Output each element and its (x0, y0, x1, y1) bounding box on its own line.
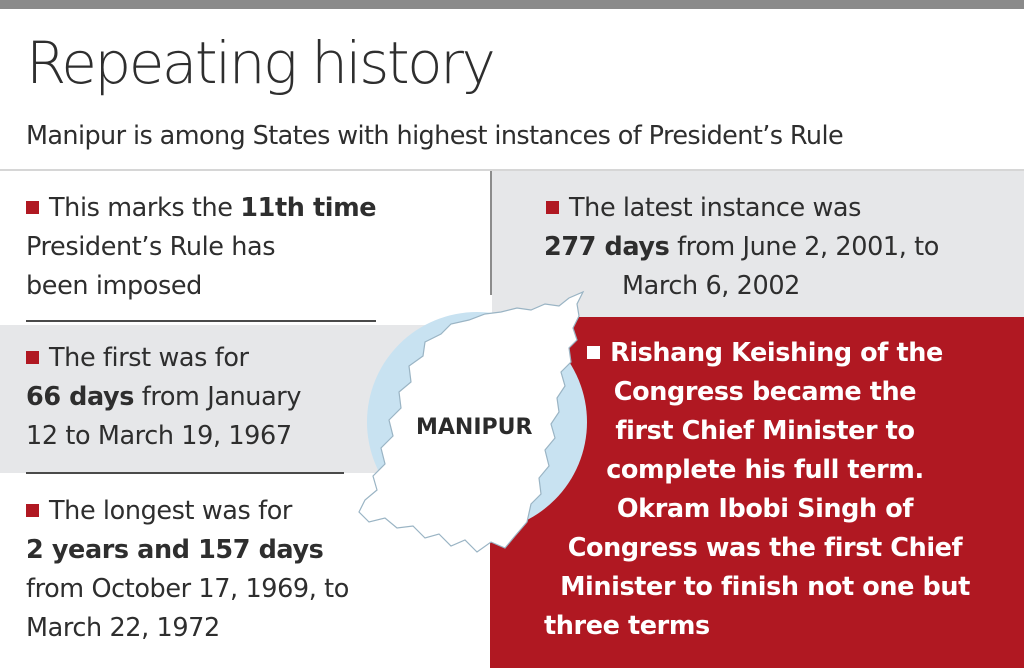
fact-text: The first was for (49, 343, 249, 373)
fact-text: March 6, 2002 (622, 271, 800, 301)
fact-highlight: 11th time (240, 193, 377, 223)
bullet-icon (587, 346, 601, 359)
fact-text: Congress was the first Chief (567, 533, 963, 563)
fact-text: Okram Ibobi Singh of (616, 494, 914, 524)
bullet-icon (546, 201, 559, 214)
fact-chief-ministers: Rishang Keishing of the Congress became … (530, 334, 1000, 646)
fact-text: from June 2, 2001, to (669, 232, 939, 262)
fact-text: Congress became the (613, 377, 917, 407)
fact-text: The longest was for (49, 496, 292, 526)
fact-text: The latest instance was (569, 193, 862, 223)
page-title: Repeating history (26, 29, 496, 97)
header-divider (0, 169, 1024, 171)
manipur-outline (358, 290, 585, 553)
fact-highlight: 277 days (544, 232, 670, 262)
fact-text: Minister to finish not one but (560, 572, 970, 602)
fact-text: three terms (544, 611, 710, 641)
section-rule (26, 472, 344, 474)
fact-first-instance: The first was for 66 days from January 1… (26, 339, 301, 456)
fact-text: from January (134, 382, 302, 412)
page-subtitle: Manipur is among States with highest ins… (26, 121, 844, 151)
fact-text: 12 to March 19, 1967 (26, 421, 292, 451)
fact-highlight: 2 years and 157 days (26, 535, 324, 565)
fact-longest-instance: The longest was for 2 years and 157 days… (26, 492, 349, 648)
fact-latest-instance: The latest instance was 277 days from Ju… (544, 189, 939, 306)
bullet-icon (26, 201, 39, 214)
chief-minister-panel (490, 317, 1024, 668)
fact-text: This marks the (49, 193, 241, 223)
section-rule (26, 320, 376, 322)
fact-text: complete his full term. (606, 455, 924, 485)
bullet-icon (26, 504, 39, 517)
fact-text: March 22, 1972 (26, 613, 220, 643)
top-bar (0, 0, 1024, 9)
fact-text: from October 17, 1969, to (26, 574, 349, 604)
fact-highlight: 66 days (26, 382, 135, 412)
column-divider (490, 171, 492, 295)
fact-text: first Chief Minister to (615, 416, 915, 446)
fact-text: Rishang Keishing of the (610, 338, 943, 368)
fact-text: President’s Rule has (26, 232, 276, 262)
manipur-map (358, 290, 587, 553)
fact-text: been imposed (26, 271, 202, 301)
fact-eleventh-time: This marks the 11th time President’s Rul… (26, 189, 377, 306)
map-label: MANIPUR (416, 415, 533, 440)
bullet-icon (26, 351, 39, 364)
